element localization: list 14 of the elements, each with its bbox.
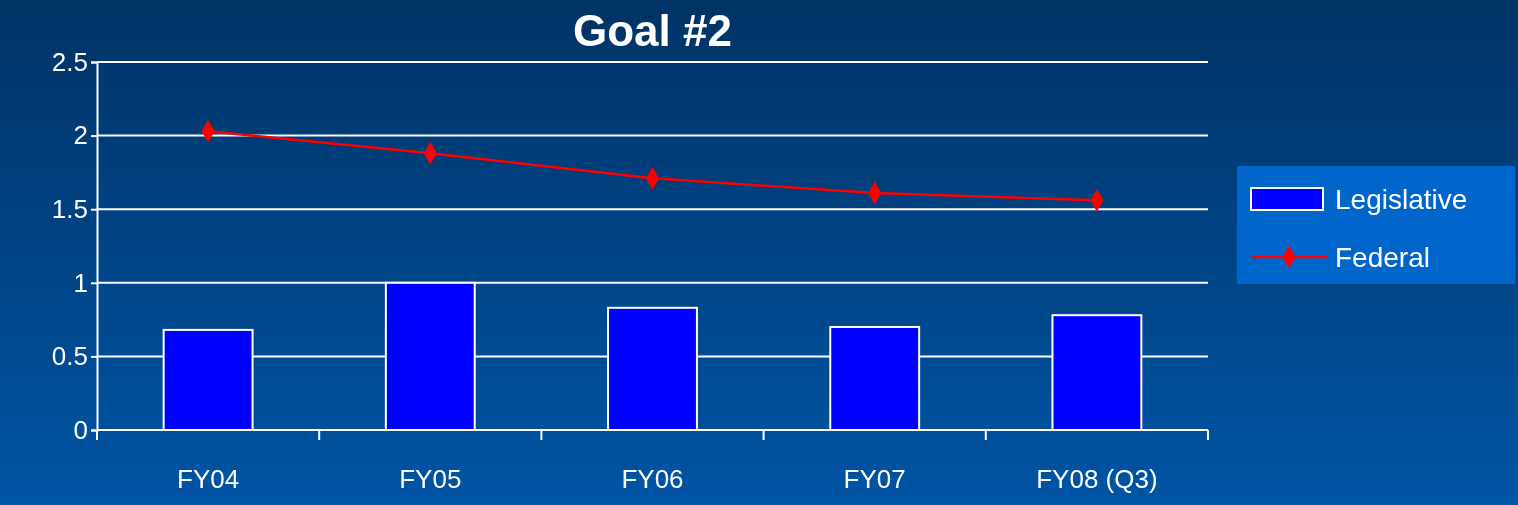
x-tick-label: FY05 [399, 464, 462, 494]
legend-label: Legislative [1335, 184, 1468, 215]
x-tick-label: FY04 [177, 464, 240, 494]
y-tick-label: 0.5 [51, 341, 88, 372]
y-tick-label: 1 [73, 267, 88, 298]
y-tick-label: 2 [73, 120, 88, 151]
x-tick-label: FY07 [843, 464, 906, 494]
y-tick-label: 1.5 [51, 194, 88, 225]
chart-title: Goal #2 [573, 6, 732, 55]
y-tick-label: 0 [73, 414, 88, 445]
x-tick-label: FY08 (Q3) [1036, 464, 1158, 494]
y-tick-label: 2.5 [51, 46, 88, 77]
x-tick-label: FY06 [621, 464, 684, 494]
legend-label: Federal [1335, 242, 1430, 273]
